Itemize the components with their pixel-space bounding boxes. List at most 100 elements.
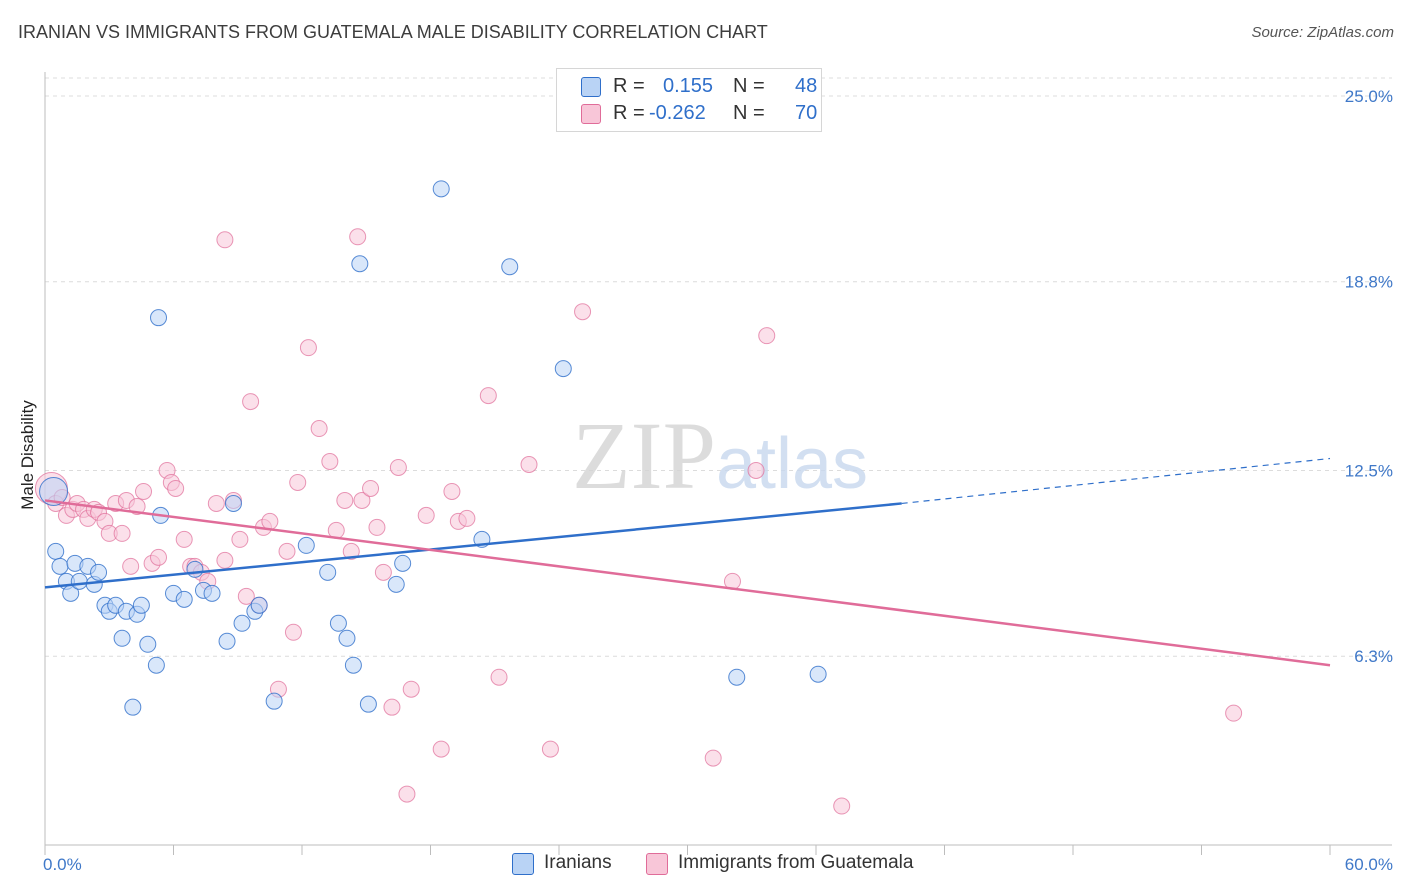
- point-iranians: [809, 665, 827, 683]
- point-guatemala: [135, 482, 153, 500]
- point-iranians: [70, 572, 88, 590]
- point-iranians: [297, 536, 315, 554]
- legend-n-label: N =: [733, 75, 765, 97]
- point-guatemala: [389, 458, 407, 476]
- source-label: Source: ZipAtlas.com: [1251, 24, 1394, 41]
- point-iranians: [344, 656, 362, 674]
- point-guatemala: [747, 461, 765, 479]
- point-iranians: [113, 629, 131, 647]
- tick-labels: 6.3% 12.5% 18.8% 25.0% 0.0% 60.0%: [43, 87, 1393, 874]
- point-iranians: [250, 596, 268, 614]
- point-guatemala: [432, 740, 450, 758]
- watermark-atlas: atlas: [716, 424, 868, 504]
- trend-line-iranians: [44, 502, 902, 589]
- point-guatemala: [368, 518, 386, 536]
- point-iranians: [265, 692, 283, 710]
- point-guatemala: [299, 339, 317, 357]
- point-guatemala: [758, 327, 776, 345]
- point-iranians: [432, 180, 450, 198]
- y-tick-label: 18.8%: [1345, 273, 1393, 292]
- legend-n-label: N =: [733, 102, 765, 124]
- point-iranians: [387, 575, 405, 593]
- point-guatemala: [175, 530, 193, 548]
- legend-swatch-iranians: [581, 77, 601, 97]
- point-guatemala: [574, 303, 592, 321]
- trend-line-iranians-extrapolated: [901, 457, 1331, 505]
- trend-lines: [44, 457, 1331, 667]
- point-iranians: [394, 554, 412, 572]
- point-guatemala: [490, 668, 508, 686]
- point-guatemala: [237, 587, 255, 605]
- watermark: ZIPatlas: [572, 402, 868, 509]
- bottom-legend-swatch-guatemala: [646, 853, 668, 875]
- point-guatemala: [1225, 704, 1243, 722]
- point-guatemala: [242, 393, 260, 411]
- legend-n-value: 48: [795, 75, 818, 97]
- correlation-legend: R = 0.155 N = 48 R = -0.262 N = 70: [556, 68, 822, 132]
- point-guatemala: [207, 494, 225, 512]
- x-tick-label: 60.0%: [1345, 855, 1393, 874]
- point-iranians: [203, 584, 221, 602]
- point-iranians: [186, 560, 204, 578]
- point-guatemala: [374, 563, 392, 581]
- watermark-zip: ZIP: [572, 402, 716, 509]
- point-iranians: [218, 632, 236, 650]
- legend-swatch-guatemala: [581, 104, 601, 124]
- point-guatemala: [284, 623, 302, 641]
- point-iranians: [224, 494, 242, 512]
- point-iranians: [175, 590, 193, 608]
- point-iranians: [51, 557, 69, 575]
- point-iranians: [233, 614, 251, 632]
- point-iranians: [728, 668, 746, 686]
- y-tick-label: 12.5%: [1345, 461, 1393, 480]
- bottom-legend-swatch-iranians: [512, 853, 534, 875]
- point-guatemala: [167, 479, 185, 497]
- y-tick-label: 25.0%: [1345, 87, 1393, 106]
- point-guatemala: [402, 680, 420, 698]
- point-guatemala: [336, 491, 354, 509]
- point-iranians: [132, 596, 150, 614]
- point-guatemala: [362, 479, 380, 497]
- point-guatemala: [122, 557, 140, 575]
- point-guatemala: [321, 452, 339, 470]
- point-guatemala: [833, 797, 851, 815]
- point-iranians: [147, 656, 165, 674]
- point-guatemala: [113, 524, 131, 542]
- point-iranians: [90, 563, 108, 581]
- point-guatemala: [398, 785, 416, 803]
- point-guatemala: [704, 749, 722, 767]
- point-guatemala: [216, 231, 234, 249]
- point-guatemala: [541, 740, 559, 758]
- point-guatemala: [128, 497, 146, 515]
- point-guatemala: [520, 455, 538, 473]
- point-iranians: [150, 309, 168, 327]
- legend-r-value: 0.155: [663, 75, 714, 97]
- point-iranians: [351, 255, 369, 273]
- point-iranians: [39, 476, 69, 506]
- point-guatemala: [353, 491, 371, 509]
- legend-r-value: -0.262: [649, 102, 706, 124]
- axes: [44, 72, 1392, 855]
- trend-line-guatemala: [44, 499, 1331, 667]
- point-guatemala: [383, 698, 401, 716]
- point-iranians: [329, 614, 347, 632]
- point-iranians: [338, 629, 356, 647]
- y-tick-label: 6.3%: [1354, 647, 1393, 666]
- point-guatemala: [458, 509, 476, 527]
- point-iranians: [554, 360, 572, 378]
- point-guatemala: [150, 548, 168, 566]
- point-guatemala: [310, 420, 328, 438]
- chart-title: IRANIAN VS IMMIGRANTS FROM GUATEMALA MAL…: [18, 22, 768, 42]
- point-guatemala: [342, 542, 360, 560]
- point-iranians: [139, 635, 157, 653]
- point-guatemala: [479, 387, 497, 405]
- bottom-legend-label: Immigrants from Guatemala: [678, 852, 914, 873]
- point-guatemala: [349, 228, 367, 246]
- point-iranians: [359, 695, 377, 713]
- point-iranians: [47, 542, 65, 560]
- legend-r-label: R =: [613, 102, 645, 124]
- point-guatemala: [231, 530, 249, 548]
- legend-r-label: R =: [613, 75, 645, 97]
- legend-n-value: 70: [795, 102, 818, 124]
